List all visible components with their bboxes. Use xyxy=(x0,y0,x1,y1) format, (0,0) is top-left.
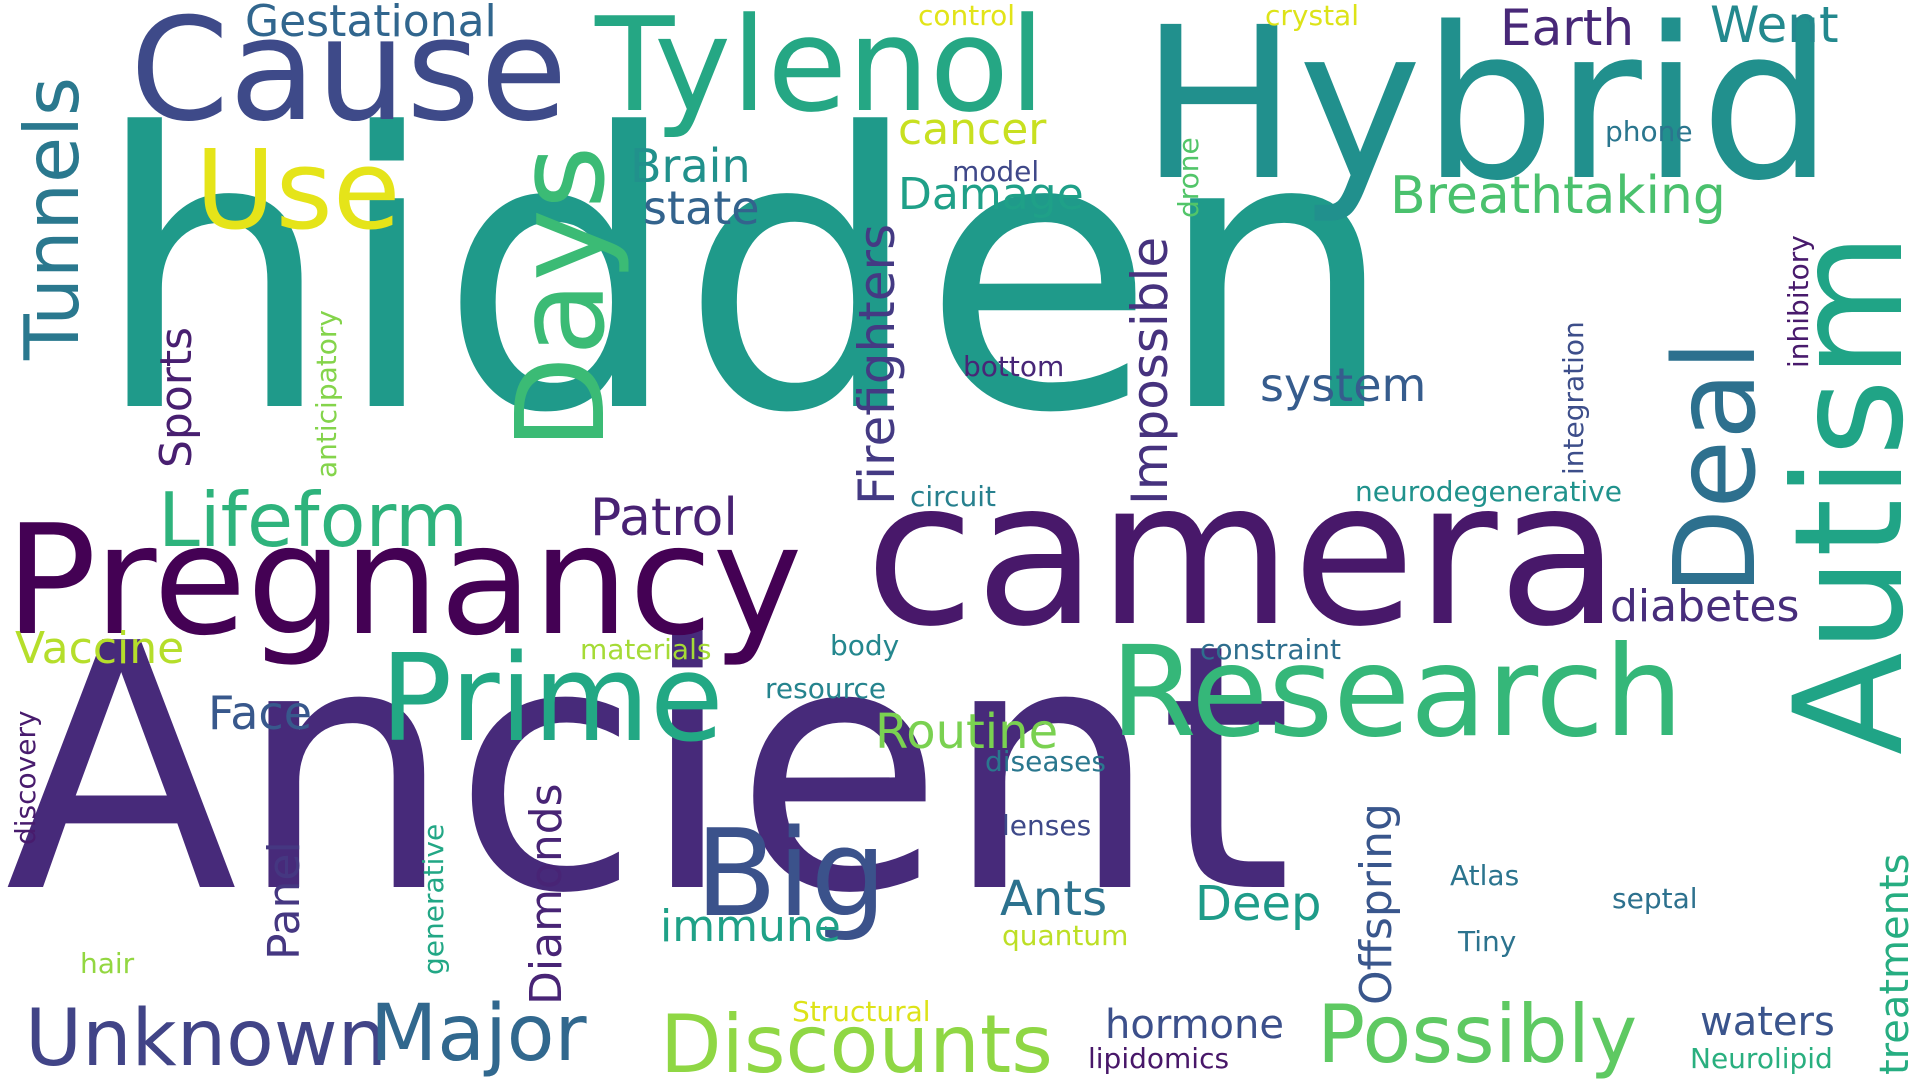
word-model: model xyxy=(952,155,1040,188)
word-diamonds: Diamonds xyxy=(521,783,572,1005)
word-diabetes: diabetes xyxy=(1610,581,1800,632)
word-firefighters: Firefighters xyxy=(848,223,906,505)
word-offspring: Offspring xyxy=(1351,803,1402,1005)
word-panel: Panel xyxy=(259,841,310,960)
word-system: system xyxy=(1260,358,1427,412)
word-phone: phone xyxy=(1605,115,1693,148)
word-crystal: crystal xyxy=(1265,0,1359,32)
word-waters: waters xyxy=(1700,999,1835,1045)
word-lenses: lenses xyxy=(1002,809,1092,842)
word-deep: Deep xyxy=(1195,876,1322,932)
word-gestational: Gestational xyxy=(245,0,497,47)
word-ancient: Ancient xyxy=(5,572,1293,968)
word-state: state xyxy=(643,181,760,235)
word-major: Major xyxy=(370,989,587,1079)
word-deal: Deal xyxy=(1651,340,1781,595)
word-days: Days xyxy=(490,145,632,450)
word-possibly: Possibly xyxy=(1317,988,1638,1080)
word-cancer: cancer xyxy=(898,104,1047,155)
word-atlas: Atlas xyxy=(1450,859,1520,892)
word-breathtaking: Breathtaking xyxy=(1390,166,1726,226)
word-cause: Cause xyxy=(130,0,568,153)
word-pregnancy: Pregnancy xyxy=(5,492,803,669)
word-camera: camera xyxy=(865,438,1621,671)
word-circuit: circuit xyxy=(910,480,996,513)
word-body: body xyxy=(830,629,900,662)
word-lipidomics: lipidomics xyxy=(1088,1042,1230,1075)
word-tylenol: Tylenol xyxy=(595,0,1046,141)
word-immune: immune xyxy=(660,901,841,952)
word-prime: Prime xyxy=(380,630,724,769)
word-routine: Routine xyxy=(875,704,1059,760)
word-inhibitory: inhibitory xyxy=(1782,235,1815,368)
word-discovery: discovery xyxy=(9,710,42,845)
word-quantum: quantum xyxy=(1002,919,1129,952)
word-research: Research xyxy=(1110,620,1684,765)
word-vaccine: Vaccine xyxy=(15,623,185,674)
word-drone: drone xyxy=(1172,137,1205,218)
word-ants: Ants xyxy=(1000,871,1108,927)
word-neurodegenerative: neurodegenerative xyxy=(1355,475,1622,508)
word-control: control xyxy=(918,0,1016,32)
word-anticipatory: anticipatory xyxy=(310,310,343,478)
word-unknown: Unknown xyxy=(25,994,388,1080)
word-structural: Structural xyxy=(792,995,931,1028)
word-tunnels: Tunnels xyxy=(8,76,96,360)
word-face: Face xyxy=(208,686,313,740)
word-damage: Damage xyxy=(898,169,1084,220)
word-tiny: Tiny xyxy=(1458,925,1517,958)
word-big: Big xyxy=(695,805,887,944)
word-integration: integration xyxy=(1557,321,1590,475)
word-brain: Brain xyxy=(630,139,751,193)
word-diseases: diseases xyxy=(985,745,1106,778)
word-septal: septal xyxy=(1612,882,1698,915)
word-hybrid: Hybrid xyxy=(1140,0,1834,227)
word-materials: materials xyxy=(580,633,712,666)
word-use: Use xyxy=(195,126,401,254)
word-hidden: hidden xyxy=(93,53,1397,496)
word-bottom: bottom xyxy=(963,350,1065,383)
word-hormone: hormone xyxy=(1105,1002,1284,1048)
word-went: Went xyxy=(1710,0,1839,54)
word-generative: generative xyxy=(417,823,450,975)
word-sports: Sports xyxy=(151,326,202,468)
word-impossible: Impossible xyxy=(1121,236,1179,505)
word-patrol: Patrol xyxy=(590,488,738,548)
word-discounts: Discounts xyxy=(660,998,1053,1080)
word-treatments: treatments xyxy=(1872,853,1918,1075)
word-earth: Earth xyxy=(1500,0,1635,57)
word-resource: resource xyxy=(765,672,887,705)
word-constraint: constraint xyxy=(1200,633,1342,666)
word-lifeform: Lifeform xyxy=(158,476,469,564)
word-neurolipid: Neurolipid xyxy=(1690,1042,1833,1075)
word-hair: hair xyxy=(80,947,135,980)
